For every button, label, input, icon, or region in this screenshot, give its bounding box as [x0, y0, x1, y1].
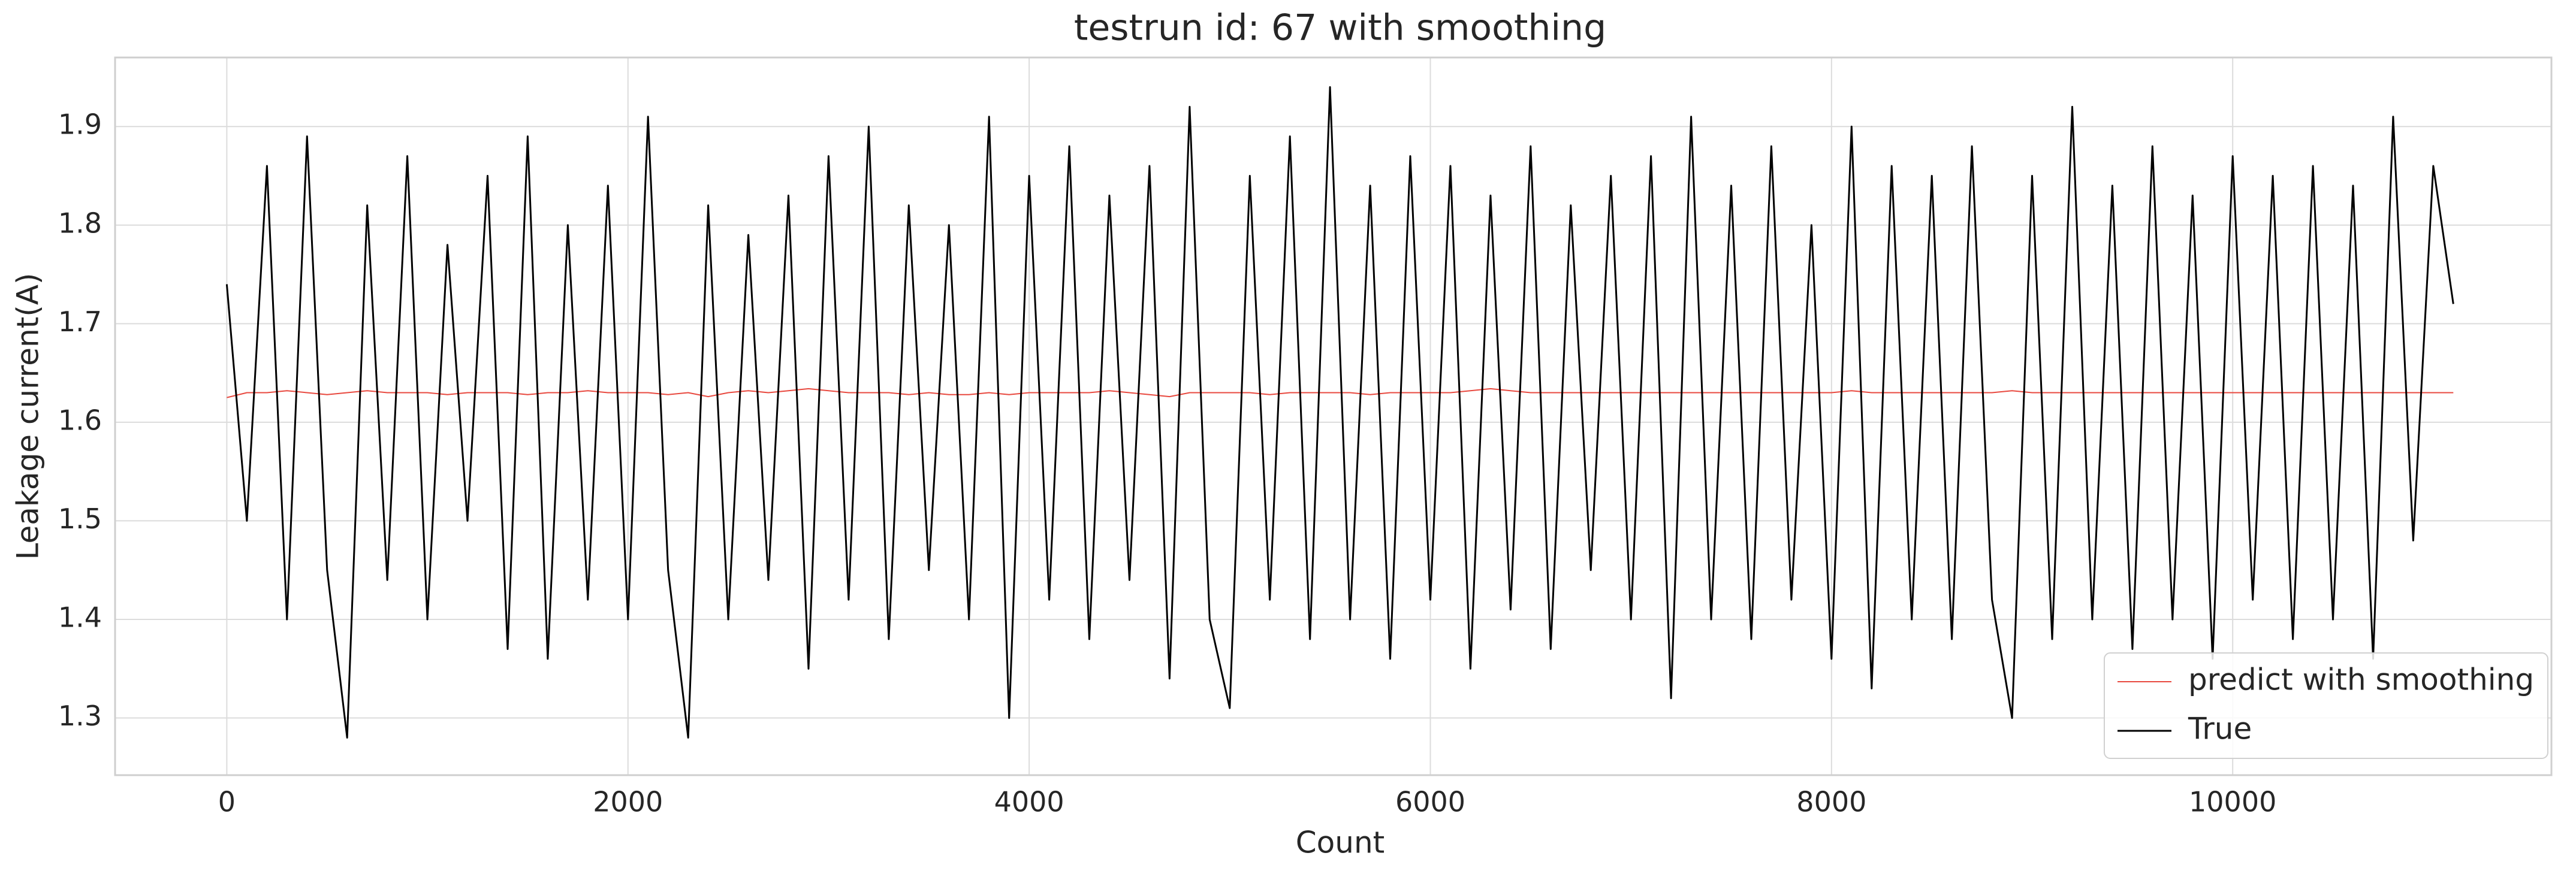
chart-title: testrun id: 67 with smoothing [1074, 7, 1606, 49]
legend-label: True [2188, 712, 2252, 746]
x-tick-label: 4000 [994, 786, 1064, 818]
x-axis-label: Count [1296, 825, 1385, 860]
x-tick-label: 0 [218, 786, 236, 818]
y-axis-label: Leakage current(A) [11, 273, 46, 560]
y-tick-label: 1.8 [58, 207, 102, 239]
y-tick-label: 1.5 [58, 503, 102, 535]
y-tick-label: 1.4 [58, 601, 102, 633]
y-tick-label: 1.6 [58, 404, 102, 436]
legend: predict with smoothing True [2104, 652, 2548, 759]
y-tick-label: 1.9 [58, 108, 102, 141]
legend-box [2104, 652, 2548, 759]
x-tick-label: 10000 [2189, 786, 2276, 818]
series-line [225, 86, 2454, 739]
legend-label: predict with smoothing [2188, 663, 2534, 697]
x-tick-label: 8000 [1796, 786, 1866, 818]
x-tick-label: 6000 [1395, 786, 1465, 818]
y-tick-label: 1.3 [58, 700, 102, 732]
y-tick-label: 1.7 [58, 306, 102, 338]
x-tick-label: 2000 [593, 786, 663, 818]
plot-frame [114, 56, 2553, 776]
